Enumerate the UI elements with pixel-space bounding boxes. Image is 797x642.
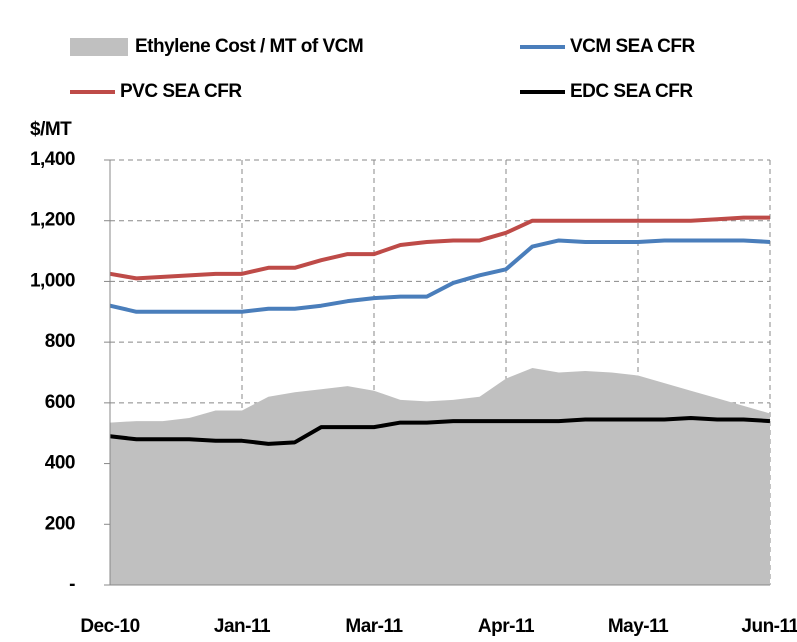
legend-label: VCM SEA CFR [570,36,695,57]
line [109,215,770,281]
axes: - 200 400 600 800 1,000 1,200 1,400 Dec-10 Jan-11… [30,149,797,637]
x-tick-label: May-11 [608,616,669,637]
legend-label: EDC SEA CFR [570,81,693,102]
y-tick-label: 1,000 [30,270,75,291]
area [110,367,770,585]
y-tick-label: 200 [45,513,75,534]
line [109,238,771,314]
y-axis-label: $/MT [30,119,72,140]
legend-label: PVC SEA CFR [120,81,242,102]
x-tick-label: Dec-10 [80,616,139,637]
y-tick-label: 1,400 [30,149,75,170]
y-tick-label: 1,200 [30,210,75,231]
y-tick-label: - [69,574,75,595]
legend: Ethylene Cost / MT of VCM VCM SEA CFR PVC … [70,36,696,102]
legend-swatch [70,38,128,56]
x-tick-label: Jun-11 [741,616,797,637]
plot [109,215,771,585]
y-tick-label: 600 [45,392,75,413]
legend-label: Ethylene Cost / MT of VCM [135,36,363,57]
y-tick-label: 400 [45,453,75,474]
x-tick-label: Jan-11 [214,616,271,637]
y-tick-label: 800 [45,331,75,352]
x-tick-label: Mar-11 [345,616,403,637]
x-tick-label: Apr-11 [478,616,535,637]
line [109,416,771,446]
